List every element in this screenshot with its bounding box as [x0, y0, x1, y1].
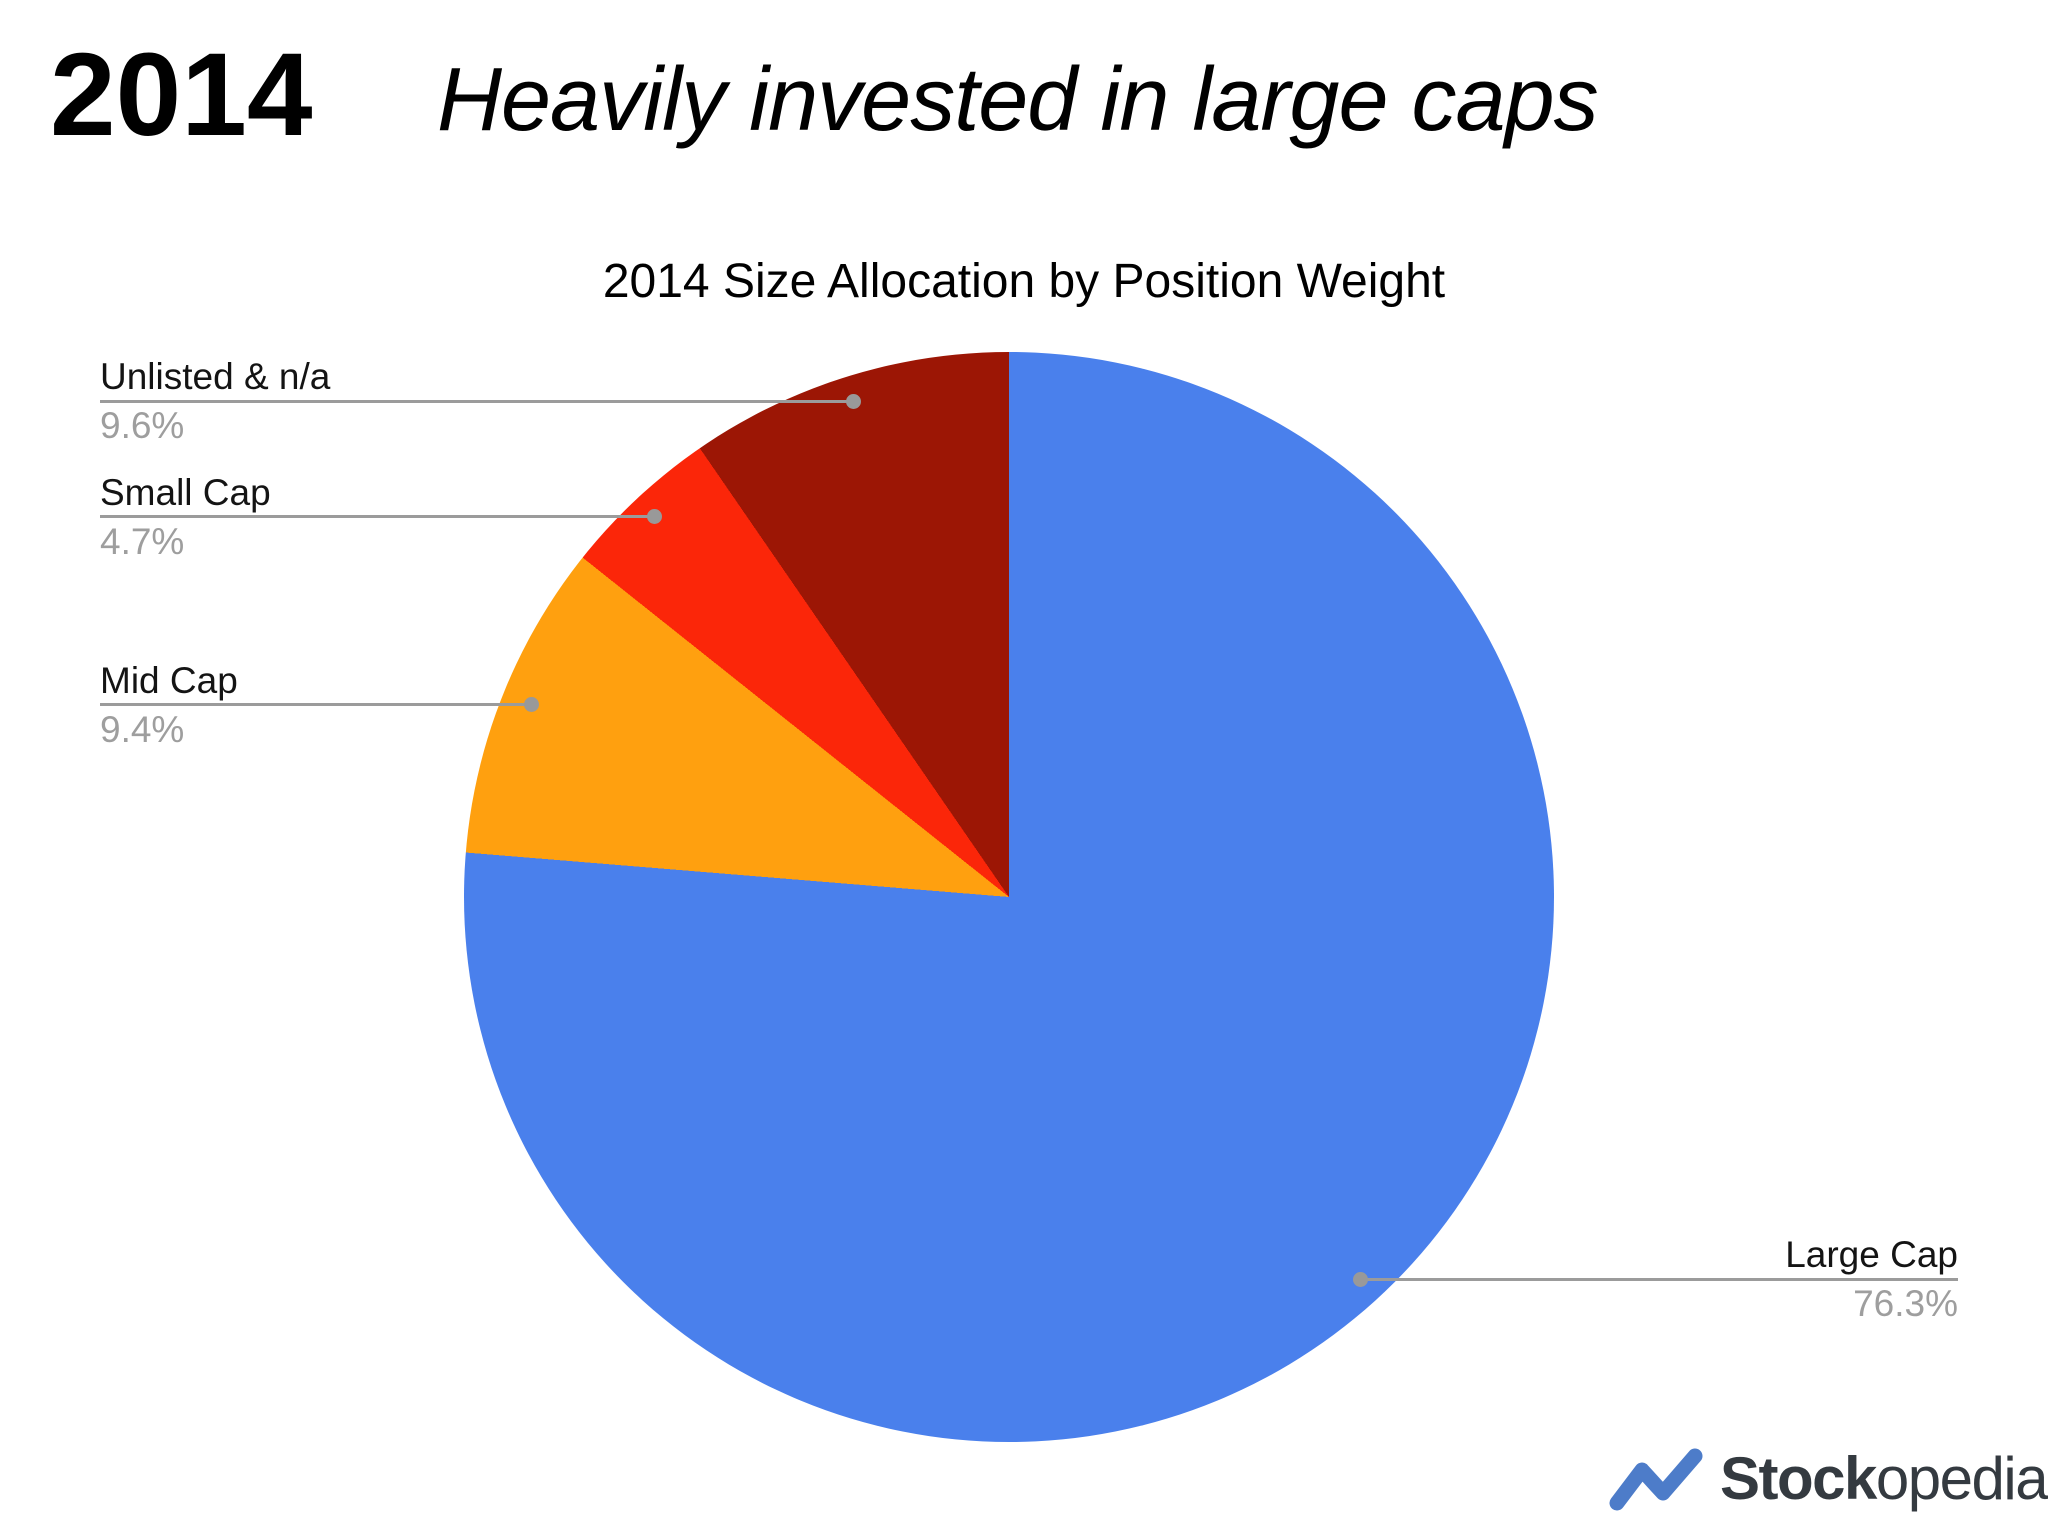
stockopedia-zigzag-icon — [1609, 1448, 1703, 1511]
leader-line-mid-cap — [100, 697, 539, 712]
slide-subtitle: Heavily invested in large caps — [437, 50, 1599, 150]
leader-line-small-cap — [100, 509, 662, 524]
callout-pct-unlisted: 9.6% — [100, 405, 185, 446]
chart-title: 2014 Size Allocation by Position Weight — [602, 255, 1446, 308]
leader-dot-unlisted — [846, 394, 861, 409]
leader-line-unlisted — [100, 394, 861, 409]
callout-label-unlisted: Unlisted & n/a — [100, 356, 331, 397]
callout-label-small-cap: Small Cap — [100, 472, 271, 513]
leader-dot-small-cap — [647, 509, 662, 524]
stockopedia-wordmark: Stockopedia — [1720, 1449, 2048, 1509]
callout-pct-small-cap: 4.7% — [100, 521, 185, 562]
callout-label-large-cap: Large Cap — [1785, 1234, 1958, 1275]
callout-pct-mid-cap: 9.4% — [100, 709, 185, 750]
callout-label-mid-cap: Mid Cap — [100, 660, 238, 701]
logo-text-bold: Stock — [1720, 1445, 1877, 1512]
stockopedia-logo: Stockopedia — [1608, 1446, 2048, 1512]
pie-chart — [464, 352, 1554, 1442]
callout-pct-large-cap: 76.3% — [1853, 1283, 1958, 1324]
leader-dot-large-cap — [1353, 1272, 1368, 1287]
logo-text-regular: opedia — [1875, 1445, 2048, 1512]
leader-dot-mid-cap — [524, 697, 539, 712]
leader-line-large-cap — [1353, 1272, 1958, 1287]
year-heading: 2014 — [50, 29, 313, 161]
